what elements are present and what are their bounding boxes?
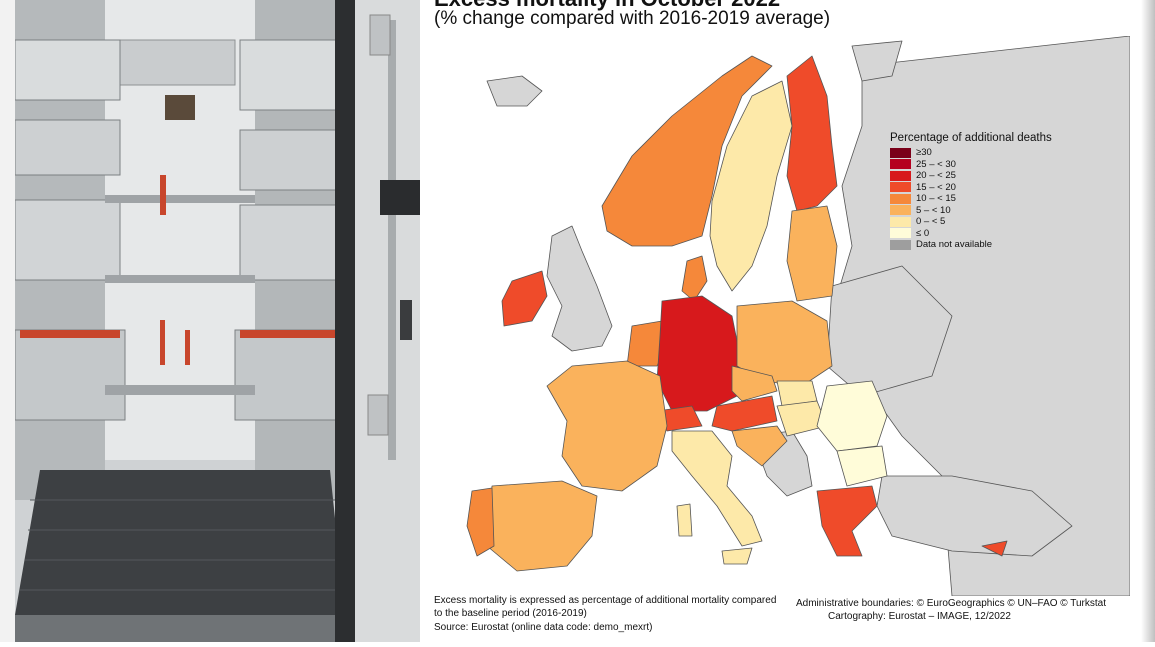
- country-france: [546, 360, 668, 492]
- map-subtitle: (% change compared with 2016-2019 averag…: [434, 8, 831, 29]
- footnote-line2: to the baseline period (2016-2019): [434, 608, 587, 619]
- country-italy: [671, 430, 763, 547]
- legend-label: 25 – < 30: [916, 158, 956, 170]
- legend-swatch: [890, 216, 911, 227]
- legend-swatch: [890, 205, 911, 216]
- country-cyprus: [981, 540, 1008, 557]
- morgue-vehicle-photo: [0, 0, 420, 642]
- europe-choropleth-map: [432, 36, 1130, 596]
- legend-title: Percentage of additional deaths: [890, 132, 1052, 144]
- legend-label: 15 – < 20: [916, 181, 956, 193]
- footnote-cartography: Cartography: Eurostat – IMAGE, 12/2022: [828, 611, 1011, 622]
- country-portugal: [466, 487, 495, 557]
- legend-label: 5 – < 10: [916, 204, 951, 216]
- legend-swatch: [890, 147, 911, 158]
- legend-item: 0 – < 5: [890, 216, 1090, 228]
- country-denmark: [681, 255, 708, 302]
- legend-item: 25 – < 30: [890, 159, 1090, 171]
- legend-item: ≥30: [890, 147, 1090, 159]
- country-sweden: [709, 80, 793, 292]
- vehicle-interior-illustration: [0, 0, 420, 642]
- legend-label: 10 – < 15: [916, 193, 956, 205]
- legend-label: ≤ 0: [916, 227, 930, 239]
- footnote-boundaries: Administrative boundaries: © EuroGeograp…: [796, 598, 1107, 609]
- footnote-line1: Excess mortality is expressed as percent…: [434, 595, 777, 606]
- page-edge-shadow: [1141, 0, 1155, 642]
- legend-label: ≥30: [916, 147, 932, 159]
- legend-item: 5 – < 10: [890, 205, 1090, 217]
- country-romania: [816, 380, 888, 452]
- country-baltics: [786, 205, 838, 302]
- country-uk: [546, 225, 613, 352]
- country-austria: [711, 395, 778, 432]
- legend-label: 0 – < 5: [916, 216, 946, 228]
- country-sicily: [721, 547, 753, 565]
- country-spain: [486, 480, 598, 572]
- country-iceland: [486, 75, 543, 107]
- legend-item: Data not available: [890, 239, 1090, 251]
- country-norway-north-cape: [851, 40, 903, 82]
- country-greece: [816, 485, 878, 557]
- legend-swatch: [890, 228, 911, 239]
- country-turkey: [876, 475, 1073, 557]
- country-sardinia: [676, 503, 693, 537]
- footnote-source: Source: Eurostat (online data code: demo…: [434, 622, 653, 633]
- country-germany: [656, 295, 743, 412]
- map-legend: Percentage of additional deaths ≥30 25 – …: [890, 132, 1090, 251]
- country-czechia: [731, 365, 778, 402]
- legend-label: Data not available: [916, 239, 993, 251]
- legend-item: 20 – < 25: [890, 170, 1090, 182]
- legend-item: ≤ 0: [890, 228, 1090, 240]
- legend-item: 15 – < 20: [890, 182, 1090, 194]
- legend-item: 10 – < 15: [890, 193, 1090, 205]
- legend-swatch: [890, 193, 911, 204]
- legend-label: 20 – < 25: [916, 170, 956, 182]
- country-finland: [786, 55, 838, 212]
- country-bulgaria: [836, 445, 888, 487]
- legend-swatch: [890, 239, 911, 250]
- legend-swatch: [890, 159, 911, 170]
- map-title: Excess mortality in October 2022: [434, 0, 780, 12]
- legend-swatch: [890, 182, 911, 193]
- excess-mortality-map-panel: Excess mortality in October 2022 (% chan…: [420, 0, 1155, 642]
- country-ireland: [501, 270, 548, 327]
- legend-swatch: [890, 170, 911, 181]
- country-slovenia-croatia: [731, 425, 788, 467]
- country-norway: [601, 55, 773, 247]
